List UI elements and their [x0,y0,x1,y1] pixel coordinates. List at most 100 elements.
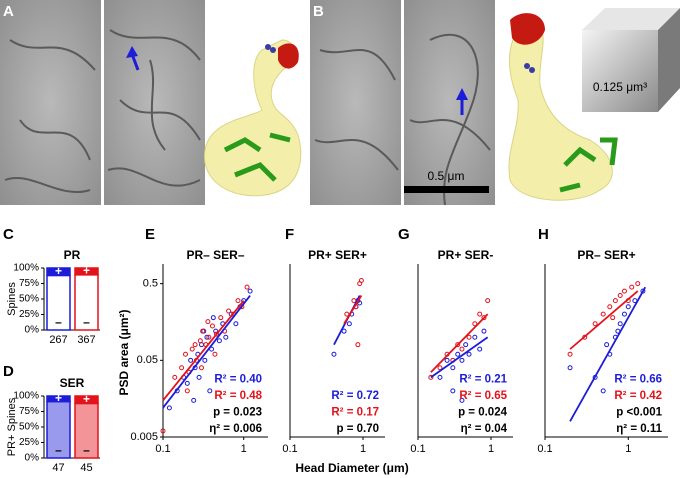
count-label: 47 [52,462,64,474]
scatter-point [204,334,210,340]
panel-label: F [285,226,294,243]
y-tick-label: 100% [13,263,39,274]
fit-line [162,294,251,409]
scatter-point [485,298,491,304]
stat-label: R² = 0.17 [331,407,379,419]
scale-bar-label: 0.5 μm [428,169,465,183]
y-tick-label: 100% [13,391,39,402]
scatter-point [244,284,250,290]
stat-label: p = 0.024 [458,407,508,419]
scatter-point [216,338,222,344]
scatter-point [196,374,202,380]
x-tick-label: 1 [241,443,247,455]
scatter-point [358,277,364,283]
scatter-point [346,321,352,327]
segment-label: – [83,315,90,329]
scatter-point [200,328,206,334]
scatter-point [621,288,627,294]
bar-segment [46,267,71,277]
panel-label: A [3,3,14,20]
panel-label: B [313,3,324,20]
scatter-point [184,388,190,394]
scatter-point [459,357,465,363]
segment-label: + [83,392,90,406]
x-tick-label: 1 [360,443,366,455]
y-tick-label: 0% [25,453,40,464]
scatter-point [477,311,483,317]
panel-label: C [3,226,14,243]
stat-label: η² = 0.006 [209,423,262,435]
fit-line [162,300,245,401]
panel-label: E [145,226,155,243]
scatter-point [459,346,465,352]
em-images-a [0,0,205,205]
stat-label: p = 0.023 [213,407,262,419]
count-label: 367 [77,334,95,346]
scatter-point [472,321,478,327]
y-tick-label: 0.05 [137,354,158,366]
chart-title: PR– SER– [186,248,244,262]
scatter-point [612,298,618,304]
count-label: 45 [80,462,92,474]
scatter-point [444,357,450,363]
scatter-point [182,351,188,357]
scatter-point [466,351,472,357]
segment-label: + [83,264,90,278]
scatter-point [226,308,232,314]
stat-label: R² = 0.21 [459,374,507,386]
scatter-point [604,342,610,348]
scatter-point [179,365,185,371]
y-tick-label: 50% [19,422,39,433]
scatter-point [213,328,219,334]
scatter-point [466,334,472,340]
scatter-point [184,380,190,386]
scatter-point [344,311,350,317]
scatter-point [463,342,469,348]
scatter-point [459,397,465,403]
fit-line [569,290,639,350]
x-tick-label: 1 [625,443,631,455]
scatter-point [213,331,219,337]
count-label: 267 [49,334,67,346]
scatter-point [455,342,461,348]
y-tick-label: 25% [19,309,39,320]
segment-label: + [55,264,62,278]
scatter-point [617,321,623,327]
stat-label: R² = 0.66 [614,374,662,386]
scatter-point [477,346,483,352]
scatter-point [166,405,172,411]
scatter-point [202,357,208,363]
scatter-point [351,298,357,304]
volume-label: 0.125 μm³ [593,80,647,94]
em-images-b: 0.5 μm [310,0,495,206]
scatter-point [355,342,361,348]
scatter-point [428,374,434,380]
scatter-point [209,323,215,329]
panel-label: D [3,363,14,380]
scatter-point [188,357,194,363]
scatter-point [199,342,205,348]
scatter-point [481,315,487,321]
chart-title: PR+ SER+ [308,248,367,262]
scatter-point [567,351,573,357]
x-tick-label: 0.1 [537,443,552,455]
fit-line [343,295,363,325]
x-tick-label: 0.1 [410,443,425,455]
scatter-point [192,342,198,348]
scatter-point [450,388,456,394]
scatter-point [172,374,178,380]
scatter-point [235,298,241,304]
scatter-point [233,321,239,327]
y-tick-label: 75% [19,406,39,417]
stat-label: η² = 0.11 [616,423,662,435]
scatter-point [191,397,197,403]
scatter-point [206,334,212,340]
scatter-point [481,328,487,334]
x-tick-label: 0.1 [155,443,170,455]
scatter-point [199,365,205,371]
scatter-point [600,388,606,394]
scatter-point [197,338,203,344]
stat-label: p = 0.70 [336,423,379,435]
chart-title: PR– SER+ [577,248,635,262]
